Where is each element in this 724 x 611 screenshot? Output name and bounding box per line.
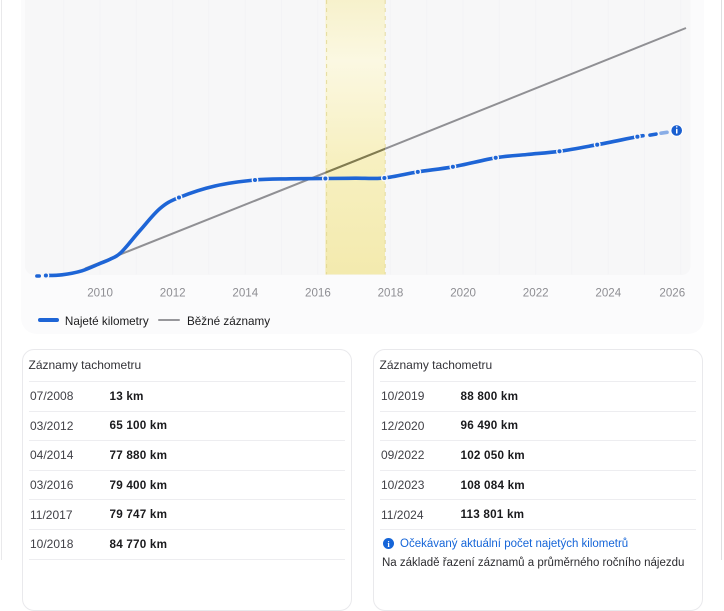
svg-text:2018: 2018 — [378, 287, 404, 300]
svg-text:2014: 2014 — [232, 287, 258, 300]
svg-text:2026: 2026 — [659, 287, 685, 300]
svg-text:2020: 2020 — [450, 287, 476, 300]
svg-text:2016: 2016 — [305, 287, 331, 300]
svg-text:2024: 2024 — [595, 287, 621, 300]
svg-text:2022: 2022 — [523, 287, 549, 300]
svg-text:2012: 2012 — [160, 287, 186, 300]
svg-text:2010: 2010 — [87, 287, 113, 300]
